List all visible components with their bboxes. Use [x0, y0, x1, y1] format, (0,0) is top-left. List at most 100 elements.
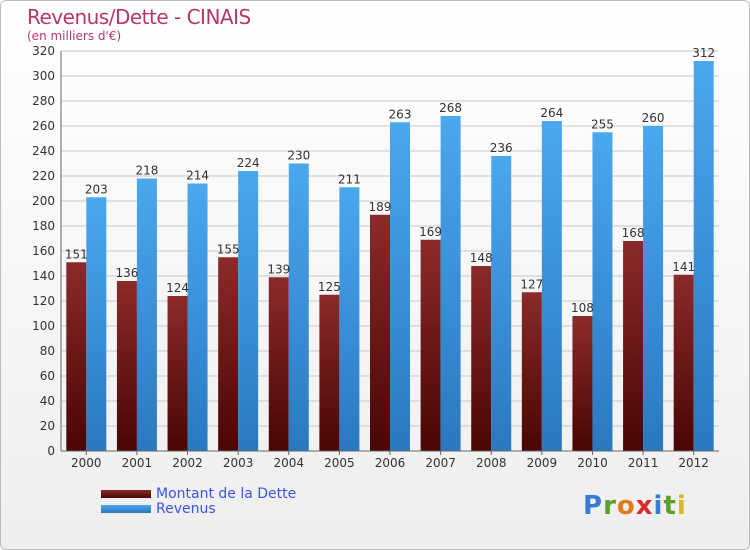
data-label: 151	[65, 247, 88, 261]
bar-debt	[319, 294, 340, 451]
y-tick-label: 0	[47, 444, 55, 458]
x-tick-label: 2012	[678, 456, 709, 470]
bar-revenue	[390, 122, 410, 451]
data-label: 236	[490, 141, 513, 155]
bar-debt	[218, 257, 239, 451]
bar-debt	[572, 316, 593, 451]
logo-letter: i	[653, 491, 664, 521]
y-tick-label: 300	[32, 69, 55, 83]
bar-debt	[370, 214, 390, 451]
proxiti-logo: Proxiti	[583, 491, 687, 521]
y-tick-label: 160	[32, 244, 55, 258]
bar-revenue	[643, 126, 664, 451]
data-label: 312	[692, 46, 715, 60]
data-label: 230	[287, 149, 310, 163]
bar-revenue	[541, 121, 562, 451]
bar-revenue	[136, 178, 157, 451]
data-label: 218	[135, 164, 158, 178]
bar-debt	[471, 266, 492, 451]
data-label: 127	[520, 277, 543, 291]
y-tick-label: 220	[32, 169, 55, 183]
bar-debt	[623, 241, 644, 451]
x-tick-label: 2002	[172, 456, 203, 470]
logo-letter: t	[663, 491, 677, 521]
y-tick-label: 200	[32, 194, 55, 208]
logo-letter: i	[676, 491, 687, 521]
y-tick-label: 180	[32, 219, 55, 233]
bar-revenue	[86, 197, 107, 451]
bar-revenue	[339, 187, 360, 451]
data-label: 189	[369, 200, 392, 214]
x-tick-label: 2007	[425, 456, 456, 470]
axis-layer: 0 20 40 60 80 100 120 140 160 180 200 220 240 260 280 3…	[32, 44, 719, 470]
legend-label-debt: Montant de la Dette	[156, 486, 297, 502]
legend-label-revenue: Revenus	[156, 501, 216, 517]
bar-layer	[66, 61, 714, 451]
chart-subtitle: (en milliers d'€)	[27, 29, 122, 43]
data-label: 260	[642, 111, 665, 125]
data-label: 108	[571, 301, 594, 315]
y-tick-label: 60	[40, 369, 55, 383]
bar-debt	[673, 274, 694, 451]
y-tick-label: 20	[40, 419, 55, 433]
data-label: 124	[166, 281, 189, 295]
data-label: 168	[622, 226, 645, 240]
logo-letter: P	[583, 491, 604, 521]
x-tick-label: 2008	[476, 456, 507, 470]
data-label: 169	[419, 225, 442, 239]
logo-letter: x	[635, 491, 654, 521]
data-label: 136	[115, 266, 138, 280]
x-tick-label: 2003	[223, 456, 254, 470]
data-label: 203	[85, 182, 108, 196]
y-tick-label: 100	[32, 319, 55, 333]
x-tick-label: 2009	[527, 456, 558, 470]
y-tick-label: 140	[32, 269, 55, 283]
bar-debt	[420, 239, 441, 451]
bar-revenue	[491, 156, 512, 451]
y-tick-label: 280	[32, 94, 55, 108]
y-tick-label: 120	[32, 294, 55, 308]
x-tick-label: 2000	[71, 456, 102, 470]
bar-debt	[116, 281, 137, 451]
bar-revenue	[592, 132, 613, 451]
y-tick-label: 320	[32, 44, 55, 58]
bar-revenue	[693, 61, 714, 451]
data-label: 155	[217, 242, 240, 256]
data-label: 264	[540, 106, 563, 120]
x-tick-label: 2004	[273, 456, 304, 470]
y-tick-label: 260	[32, 119, 55, 133]
data-label: 268	[439, 101, 462, 115]
data-label: 214	[186, 169, 209, 183]
y-tick-label: 80	[40, 344, 55, 358]
bar-debt	[66, 262, 87, 451]
x-tick-label: 2010	[577, 456, 608, 470]
label-layer: 151 203 136 218 124 214 155 224 139 230 125 211 189 2…	[65, 46, 715, 315]
data-label: 255	[591, 117, 614, 131]
bar-revenue	[238, 171, 259, 451]
legend-swatch-revenue	[101, 505, 151, 513]
data-label: 263	[389, 107, 412, 121]
x-tick-label: 2006	[375, 456, 406, 470]
bar-debt	[268, 277, 289, 451]
logo-letter: r	[603, 491, 617, 521]
legend-swatch-debt	[101, 490, 151, 498]
x-tick-label: 2011	[628, 456, 659, 470]
data-label: 224	[237, 156, 260, 170]
x-tick-label: 2005	[324, 456, 355, 470]
data-label: 125	[318, 280, 341, 294]
chart-title: Revenus/Dette - CINAIS	[27, 5, 251, 29]
bar-debt	[521, 292, 542, 451]
y-tick-label: 240	[32, 144, 55, 158]
data-label: 148	[470, 251, 493, 265]
logo-letter: o	[616, 491, 636, 521]
bar-revenue	[288, 163, 309, 451]
data-label: 141	[672, 260, 695, 274]
bar-revenue	[187, 183, 208, 451]
data-label: 139	[267, 262, 290, 276]
x-tick-label: 2001	[122, 456, 153, 470]
bar-revenue	[440, 116, 461, 451]
data-label: 211	[338, 172, 361, 186]
bar-debt	[167, 296, 188, 451]
